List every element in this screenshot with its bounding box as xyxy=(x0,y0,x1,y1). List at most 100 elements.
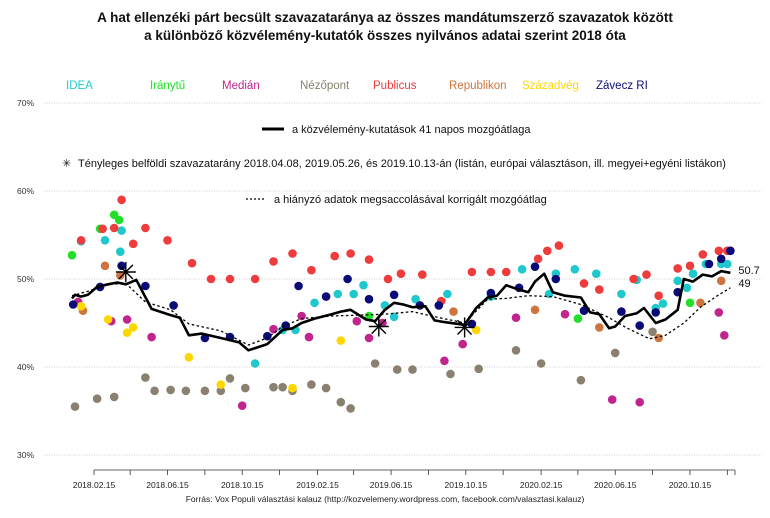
poll-point xyxy=(122,315,132,324)
poll-point xyxy=(116,271,125,280)
y-tick-label: 40% xyxy=(17,362,34,372)
poll-point xyxy=(141,281,150,291)
poll-point xyxy=(147,332,156,342)
poll-point xyxy=(330,251,340,261)
poll-point xyxy=(241,383,250,393)
poll-point xyxy=(418,270,427,279)
poll-point xyxy=(281,321,291,330)
legend-item-pollster: Iránytű xyxy=(150,80,185,92)
actual-result-star xyxy=(368,316,389,337)
poll-point xyxy=(364,294,374,304)
poll-point xyxy=(411,294,420,304)
asterisk-icon: ✳ xyxy=(62,158,71,170)
poll-point xyxy=(114,215,124,225)
poll-point xyxy=(343,274,352,284)
y-axis: 30% 40% 50% 60% 70% xyxy=(17,98,34,460)
poll-point xyxy=(607,395,617,404)
legend-item-pollster: Publicus xyxy=(373,80,417,92)
pollster-legend: IDEA Iránytű Medián Nézőpont Publicus Republi… xyxy=(66,80,648,92)
poll-point xyxy=(595,323,604,332)
corrected-average-line xyxy=(71,282,731,346)
poll-point xyxy=(269,382,278,392)
poll-point xyxy=(392,365,402,374)
poll-point xyxy=(310,298,319,308)
poll-point xyxy=(517,265,527,274)
poll-point xyxy=(288,249,297,258)
poll-point xyxy=(288,383,297,393)
poll-point xyxy=(359,280,368,290)
legend-item-pollster: Századvég xyxy=(522,80,579,92)
poll-point xyxy=(187,258,197,268)
poll-point xyxy=(103,315,113,324)
legend-item-pollster: Nézőpont xyxy=(300,80,350,92)
poll-point xyxy=(269,324,278,334)
legend-item-pollster: Medián xyxy=(222,80,260,92)
poll-point xyxy=(467,267,477,277)
poll-point xyxy=(635,321,644,330)
x-tick-label: 2020.06.15 xyxy=(594,480,637,490)
poll-point xyxy=(511,313,521,323)
actual-result-star xyxy=(454,317,475,338)
x-tick-label: 2019.10.15 xyxy=(445,480,488,490)
poll-point xyxy=(109,223,119,233)
poll-point xyxy=(446,369,455,379)
poll-point xyxy=(696,298,705,308)
poll-point xyxy=(336,336,346,345)
poll-point xyxy=(673,276,682,286)
poll-point xyxy=(716,254,726,264)
poll-point xyxy=(346,249,355,258)
poll-point xyxy=(554,241,564,250)
poll-point xyxy=(349,289,359,299)
poll-point xyxy=(92,394,102,404)
poll-point xyxy=(225,274,235,284)
poll-point xyxy=(307,265,316,275)
actual-results-markers xyxy=(115,262,475,338)
poll-point xyxy=(720,331,729,340)
poll-point xyxy=(434,301,444,310)
moving-average-line xyxy=(71,269,731,352)
poll-point xyxy=(68,300,78,309)
poll-point xyxy=(67,250,77,260)
poll-point xyxy=(321,292,331,301)
poll-point xyxy=(109,392,119,402)
poll-point xyxy=(333,289,343,299)
x-tick-label: 2019.02.15 xyxy=(296,480,339,490)
x-axis: 2018.02.15 2018.06.15 2018.10.15 2019.02.15… xyxy=(73,469,736,490)
poll-point xyxy=(307,380,316,389)
poll-point xyxy=(698,250,708,259)
legend-corrected-average-label: a hiányzó adatok megsaccolásával korrigá… xyxy=(274,194,547,206)
poll-point xyxy=(76,236,86,245)
poll-point xyxy=(530,262,540,272)
poll-point xyxy=(486,267,496,277)
poll-point xyxy=(440,356,449,366)
poll-point xyxy=(723,259,732,269)
legend-corrected-average: a hiányzó adatok megsaccolásával korrigá… xyxy=(246,194,547,206)
poll-point xyxy=(128,239,138,249)
poll-point xyxy=(98,224,107,234)
poll-point xyxy=(726,246,735,256)
corrected-average-end-label: 49 xyxy=(738,278,750,290)
poll-point xyxy=(166,385,175,395)
poll-point xyxy=(651,308,660,317)
poll-point xyxy=(595,285,604,294)
poll-point xyxy=(685,261,695,271)
poll-point xyxy=(673,264,682,273)
chart-title-line-1: A hat ellenzéki párt becsült szavazatará… xyxy=(97,10,673,25)
poll-point xyxy=(389,312,399,322)
poll-point xyxy=(617,289,626,299)
poll-point xyxy=(617,307,626,316)
poll-point xyxy=(704,259,714,269)
poll-point xyxy=(297,311,306,321)
poll-point xyxy=(294,281,303,291)
legend-actual-results-label: Tényleges belföldi szavazatarány 2018.04… xyxy=(78,158,726,170)
poll-point xyxy=(116,247,125,256)
poll-point xyxy=(530,305,540,315)
actual-result-star xyxy=(115,262,136,282)
poll-point xyxy=(654,291,663,301)
poll-point xyxy=(364,333,374,343)
poll-point xyxy=(610,348,620,358)
poll-point xyxy=(474,364,484,374)
poll-point xyxy=(181,386,191,396)
poll-point xyxy=(714,308,724,317)
